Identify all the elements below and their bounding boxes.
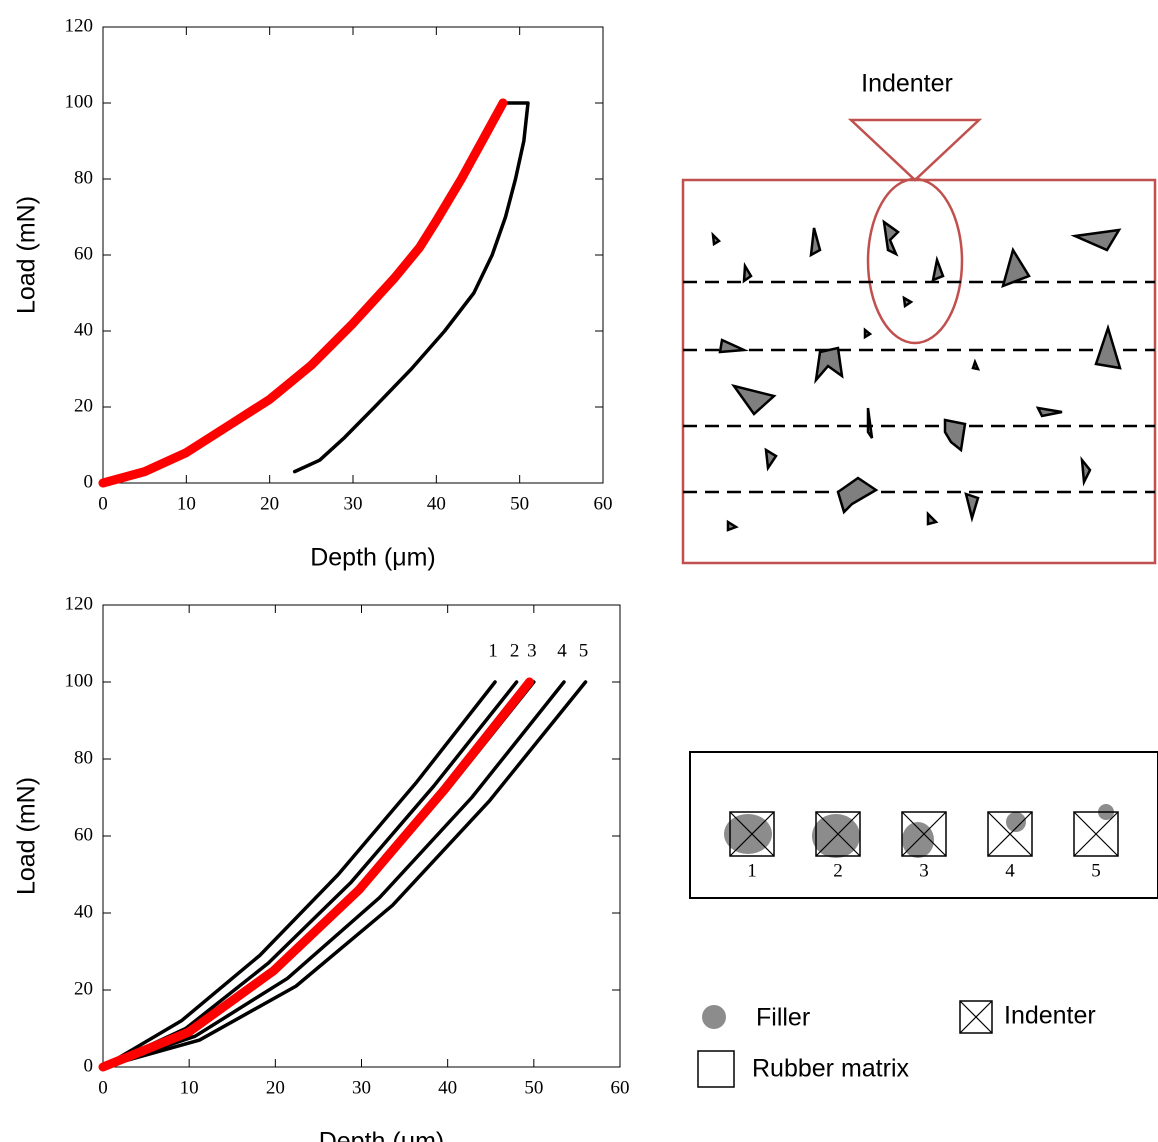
indenter-square [729, 811, 775, 857]
x-tick-label: 10 [177, 493, 196, 514]
indenter-square [901, 811, 947, 857]
x-axis-label: Depth (μm) [310, 544, 436, 572]
curve-label: 5 [579, 640, 589, 661]
data-line [101, 680, 588, 1069]
position-label: 3 [919, 860, 929, 881]
legend-label: Filler [756, 1004, 810, 1032]
x-tick-label: 20 [266, 1077, 285, 1098]
curve-label: 1 [488, 640, 498, 661]
indenter-shape [847, 118, 983, 182]
y-tick-label: 60 [74, 243, 93, 264]
indenter-cross [815, 811, 861, 857]
position-label: 4 [1005, 860, 1015, 881]
x-tick-label: 40 [427, 493, 446, 514]
y-tick-label: 100 [65, 91, 94, 112]
y-tick-label: 80 [74, 747, 93, 768]
x-tick-label: 20 [260, 493, 279, 514]
y-tick-label: 40 [74, 319, 93, 340]
legend-label: Indenter [1004, 1002, 1096, 1030]
x-tick-label: 0 [98, 493, 108, 514]
x-tick-label: 50 [524, 1077, 543, 1098]
indenter-square [815, 811, 861, 857]
data-line [101, 680, 566, 1069]
position-label: 2 [833, 860, 843, 881]
y-tick-label: 120 [65, 593, 94, 614]
y-tick-label: 100 [65, 670, 94, 691]
data-line [98, 98, 508, 488]
indenter-cross [901, 811, 947, 857]
y-tick-label: 80 [74, 167, 93, 188]
data-line [101, 101, 530, 485]
x-axis-label: Depth (μm) [319, 1128, 445, 1142]
matrix-swatch [697, 1050, 735, 1088]
position-label: 1 [747, 860, 757, 881]
diagram-legend: Filler Indenter Rubber matrix [697, 1000, 1096, 1088]
indenter-swatch-cross [959, 1000, 993, 1034]
x-tick-label: 60 [594, 493, 613, 514]
position-diagram: 1 2 3 4 5 [689, 751, 1158, 899]
indenter-cross [729, 811, 775, 857]
y-tick-label: 0 [84, 471, 94, 492]
x-tick-label: 30 [352, 1077, 371, 1098]
plot-frame [102, 604, 621, 1068]
x-tick-label: 10 [180, 1077, 199, 1098]
filler-blob [724, 814, 772, 854]
curve-label: 2 [510, 640, 520, 661]
y-tick-label: 20 [74, 395, 93, 416]
x-tick-label: 60 [611, 1077, 630, 1098]
curve-label: 3 [527, 640, 537, 661]
indenter-label: Indenter [861, 70, 953, 98]
x-tick-label: 30 [344, 493, 363, 514]
filler-blob [1006, 812, 1026, 832]
data-line [101, 680, 497, 1069]
plot-frame [102, 26, 604, 484]
position-box [689, 751, 1158, 899]
x-tick-label: 50 [510, 493, 529, 514]
layer-lines [683, 280, 1155, 494]
y-tick-label: 20 [74, 978, 93, 999]
y-tick-label: 0 [84, 1055, 94, 1076]
y-tick-label: 120 [65, 15, 94, 36]
filler-swatch [702, 1005, 726, 1029]
y-tick-label: 60 [74, 824, 93, 845]
data-line [101, 680, 519, 1069]
filler-particles [711, 219, 1122, 532]
y-axis-label: Load (mN) [13, 777, 41, 895]
indent-zone [866, 177, 964, 345]
indentation-diagram: Indenter [681, 70, 1157, 565]
position-label: 5 [1091, 860, 1101, 881]
x-tick-label: 40 [438, 1077, 457, 1098]
indenter-cross [1073, 811, 1119, 857]
y-axis-label: Load (mN) [13, 196, 41, 314]
y-tick-label: 40 [74, 901, 93, 922]
indenter-cross [987, 811, 1033, 857]
legend-label: Rubber matrix [752, 1055, 909, 1083]
data-line [98, 677, 535, 1072]
curve-label: 4 [557, 640, 567, 661]
indenter-square [1073, 811, 1119, 857]
x-tick-label: 0 [98, 1077, 108, 1098]
indenter-square [987, 811, 1033, 857]
